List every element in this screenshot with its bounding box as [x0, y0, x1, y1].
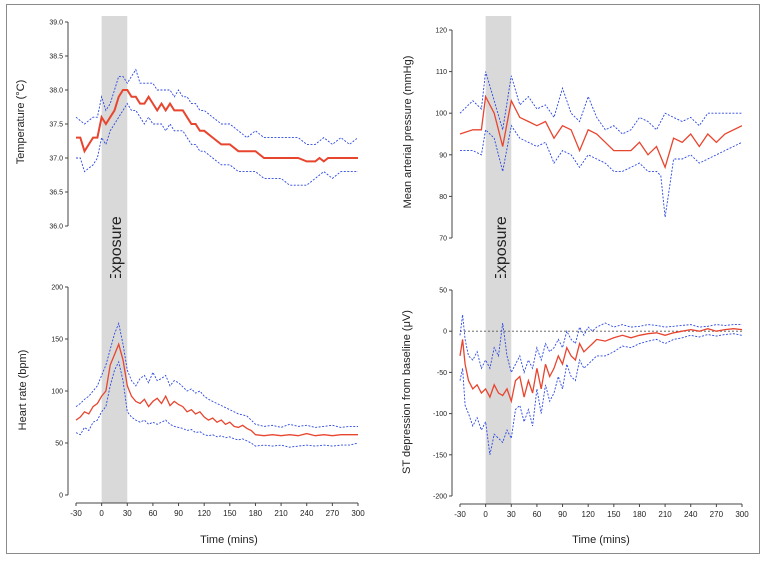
- x-tick-label: 60: [532, 510, 541, 519]
- x-tick-label: 270: [710, 510, 724, 519]
- series-line-upper: [459, 314, 742, 374]
- y-tick-label: 100: [51, 389, 63, 396]
- y-tick-label: 50: [439, 288, 447, 295]
- exposure-label: Exposure: [493, 216, 510, 284]
- series-line-upper: [75, 321, 358, 428]
- panel-mean-arterial-pressure: Exposure 70 80 90 100 110 120 Mean arterial p…: [402, 16, 743, 284]
- y-tick-label: 80: [439, 194, 447, 201]
- y-tick-label: 100: [435, 111, 447, 118]
- y-tick-label: 0: [59, 493, 63, 500]
- series-line-upper: [459, 71, 742, 135]
- exposure-band: [485, 16, 512, 278]
- x-tick-label: 120: [582, 510, 596, 519]
- y-tick-label: 37.5: [49, 122, 63, 129]
- x-tick-label: -30: [454, 510, 466, 519]
- figure-frame: [6, 4, 760, 554]
- series-line-lower: [460, 124, 743, 218]
- y-tick-label: -100: [433, 411, 447, 418]
- x-tick-label: 210: [658, 510, 672, 519]
- panel-temperature: Exposure 36.0 36.5 37.0 37.5 38.0 38.5 39.0 Te…: [15, 16, 359, 284]
- y-tick-label: 36.5: [49, 190, 63, 197]
- heart-rate-plot: 0 50 100 150 200 -30 0 30 60 90 120 150 180 210 240 270…: [51, 285, 365, 519]
- panel-heart-rate: 0 50 100 150 200 -30 0 30 60 90 120 150 180 210 240 270…: [17, 278, 365, 546]
- y-tick-label: 200: [51, 285, 63, 292]
- y-tick-label: -150: [433, 452, 447, 459]
- x-tick-label: 270: [326, 509, 340, 518]
- x-axis-label-st-depression: Time (mins): [572, 534, 630, 546]
- y-axis-label-temperature: Temperature (°C): [15, 80, 27, 164]
- x-tick-label: 60: [148, 509, 157, 518]
- x-tick-label: 30: [507, 510, 516, 519]
- series-line-lower: [459, 333, 743, 455]
- x-tick-label: 300: [735, 510, 749, 519]
- series-line-mean: [75, 342, 358, 437]
- x-tick-label: 150: [223, 509, 237, 518]
- y-tick-label: 90: [439, 152, 447, 159]
- y-tick-label: -200: [433, 494, 447, 501]
- x-tick-label: 240: [300, 509, 314, 518]
- x-tick-label: 120: [198, 509, 212, 518]
- x-tick-label: 210: [274, 509, 288, 518]
- y-tick-label: 50: [55, 441, 63, 448]
- x-tick-label: -30: [70, 509, 82, 518]
- y-tick-label: 150: [51, 337, 63, 344]
- y-tick-label: 39.0: [49, 20, 63, 27]
- y-tick-label: 38.0: [49, 88, 63, 95]
- series-line-mean: [76, 89, 358, 163]
- y-tick-label: 38.5: [49, 54, 63, 61]
- st-depression-plot: -200 -150 -100 -50 0 50 -30 0 30 60 90 120 150 180 210…: [433, 288, 749, 520]
- x-axis-label-heart-rate: Time (mins): [200, 534, 258, 546]
- x-tick-label: 180: [633, 510, 647, 519]
- y-tick-label: 70: [439, 236, 447, 243]
- map-plot: 70 80 90 100 110 120: [435, 28, 743, 243]
- x-tick-label: 240: [684, 510, 698, 519]
- x-tick-label: 0: [99, 509, 104, 518]
- x-tick-label: 30: [123, 509, 132, 518]
- temperature-plot: 36.0 36.5 37.0 37.5 38.0 38.5 39.0: [49, 20, 359, 231]
- y-axis-label-heart-rate: Heart rate (bpm): [17, 350, 29, 431]
- y-tick-label: 36.0: [49, 224, 63, 231]
- y-tick-label: -50: [437, 370, 447, 377]
- x-tick-label: 90: [174, 509, 183, 518]
- panel-st-depression: -200 -150 -100 -50 0 50 -30 0 30 60 90 120 150 180 210…: [401, 278, 749, 546]
- exposure-label: Exposure: [108, 216, 125, 284]
- series-line-lower: [76, 102, 358, 186]
- y-tick-label: 37.0: [49, 156, 63, 163]
- x-tick-label: 150: [607, 510, 621, 519]
- x-tick-label: 300: [351, 509, 365, 518]
- exposure-band: [485, 278, 512, 504]
- x-tick-label: 90: [558, 510, 567, 519]
- x-tick-label: 0: [483, 510, 488, 519]
- series-line-mean: [459, 94, 743, 170]
- y-tick-label: 0: [443, 329, 447, 336]
- series-line-lower: [75, 360, 359, 448]
- y-tick-label: 120: [435, 28, 447, 35]
- y-axis-label-map: Mean arterial pressure (mmHg): [402, 56, 414, 209]
- exposure-band: [101, 16, 128, 278]
- y-tick-label: 110: [436, 69, 447, 76]
- y-axis-label-st-depression: ST depression from baseline (μV): [401, 310, 413, 474]
- series-line-upper: [75, 68, 359, 145]
- series-line-mean: [459, 328, 743, 404]
- x-tick-label: 180: [249, 509, 263, 518]
